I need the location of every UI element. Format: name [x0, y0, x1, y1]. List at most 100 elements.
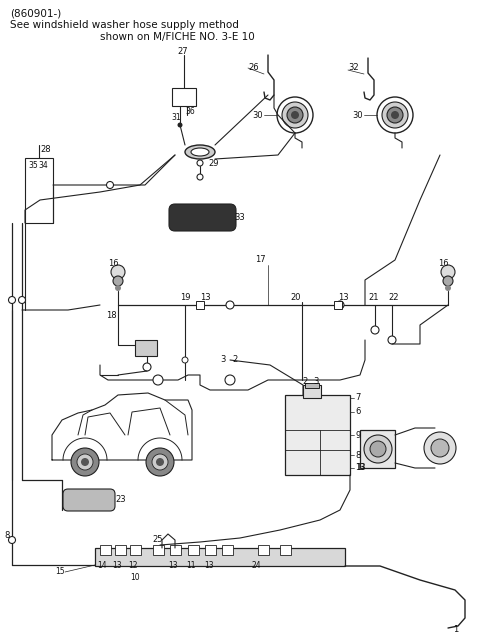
Circle shape	[113, 276, 123, 286]
Circle shape	[152, 454, 168, 470]
Text: 16: 16	[438, 258, 449, 267]
Circle shape	[226, 301, 234, 309]
Circle shape	[77, 454, 93, 470]
Text: 28: 28	[40, 145, 50, 154]
Bar	[222, 545, 233, 555]
Bar	[172, 88, 196, 106]
Text: 13: 13	[168, 561, 178, 570]
Circle shape	[71, 448, 99, 476]
Circle shape	[277, 97, 313, 133]
Text: 31: 31	[171, 114, 180, 122]
Circle shape	[156, 458, 164, 466]
Bar	[135, 340, 157, 356]
Circle shape	[287, 107, 303, 123]
Bar	[95, 548, 345, 566]
Text: 3: 3	[313, 378, 318, 387]
FancyBboxPatch shape	[169, 204, 236, 231]
Text: 34: 34	[38, 161, 48, 170]
Bar	[130, 545, 141, 555]
Bar	[25, 158, 53, 223]
Circle shape	[19, 297, 25, 304]
Text: shown on M/FICHE NO. 3-E 10: shown on M/FICHE NO. 3-E 10	[100, 32, 255, 42]
Text: 33: 33	[234, 214, 245, 223]
Circle shape	[424, 432, 456, 464]
Text: (860901-): (860901-)	[10, 8, 61, 18]
Circle shape	[225, 375, 235, 385]
Bar	[305, 383, 319, 388]
Bar	[115, 545, 126, 555]
Circle shape	[388, 336, 396, 344]
Text: 6: 6	[355, 408, 360, 417]
Text: 23: 23	[115, 496, 126, 505]
Text: 19: 19	[180, 292, 191, 302]
Circle shape	[445, 285, 451, 291]
Circle shape	[9, 537, 15, 544]
Circle shape	[9, 297, 15, 304]
Bar	[280, 545, 291, 555]
Text: 29: 29	[208, 158, 218, 168]
Text: 9: 9	[355, 431, 360, 440]
Circle shape	[107, 181, 113, 188]
Text: 30: 30	[252, 110, 263, 119]
Bar	[285, 395, 350, 475]
Circle shape	[81, 458, 89, 466]
Text: 17: 17	[255, 255, 265, 265]
Bar	[188, 545, 199, 555]
Text: 13: 13	[204, 561, 214, 570]
Text: 3: 3	[220, 355, 226, 364]
Text: 15: 15	[55, 567, 65, 577]
Bar	[196, 301, 204, 309]
Circle shape	[146, 448, 174, 476]
Bar	[303, 385, 321, 398]
Bar	[205, 545, 216, 555]
Text: 30: 30	[352, 110, 363, 119]
Circle shape	[115, 285, 121, 291]
Bar	[258, 545, 269, 555]
Text: 13: 13	[355, 463, 365, 473]
Circle shape	[364, 435, 392, 463]
Text: 13: 13	[200, 292, 211, 302]
Text: 20: 20	[290, 292, 300, 302]
Circle shape	[387, 107, 403, 123]
Text: 8: 8	[4, 531, 10, 540]
Circle shape	[197, 174, 203, 180]
Circle shape	[441, 265, 455, 279]
Circle shape	[431, 439, 449, 457]
Circle shape	[197, 160, 203, 166]
Text: 27: 27	[177, 47, 188, 57]
Ellipse shape	[191, 148, 209, 156]
Circle shape	[143, 363, 151, 371]
Circle shape	[182, 357, 188, 363]
Text: 26: 26	[248, 64, 259, 73]
Text: 25: 25	[152, 535, 163, 544]
Text: 11: 11	[186, 561, 195, 570]
Text: 7: 7	[355, 394, 360, 403]
Text: 24: 24	[252, 561, 262, 570]
Bar	[100, 545, 111, 555]
Text: 35: 35	[28, 161, 38, 170]
Circle shape	[291, 111, 299, 119]
Text: 13: 13	[356, 463, 366, 473]
Ellipse shape	[185, 145, 215, 159]
Text: 21: 21	[368, 292, 379, 302]
Circle shape	[391, 111, 399, 119]
Text: 16: 16	[108, 258, 119, 267]
Text: 13: 13	[338, 292, 348, 302]
Text: 13: 13	[112, 561, 121, 570]
Text: 14: 14	[97, 561, 107, 570]
Circle shape	[336, 301, 344, 309]
Circle shape	[111, 265, 125, 279]
Circle shape	[382, 102, 408, 128]
Text: 10: 10	[130, 574, 140, 582]
Text: 1: 1	[453, 625, 458, 635]
Text: 32: 32	[348, 64, 359, 73]
Circle shape	[153, 375, 163, 385]
Circle shape	[370, 441, 386, 457]
Text: 12: 12	[128, 561, 137, 570]
Bar	[170, 545, 181, 555]
Bar	[360, 430, 395, 468]
Text: 18: 18	[106, 311, 117, 320]
Text: 8: 8	[355, 450, 360, 459]
Circle shape	[178, 122, 182, 128]
Circle shape	[443, 276, 453, 286]
